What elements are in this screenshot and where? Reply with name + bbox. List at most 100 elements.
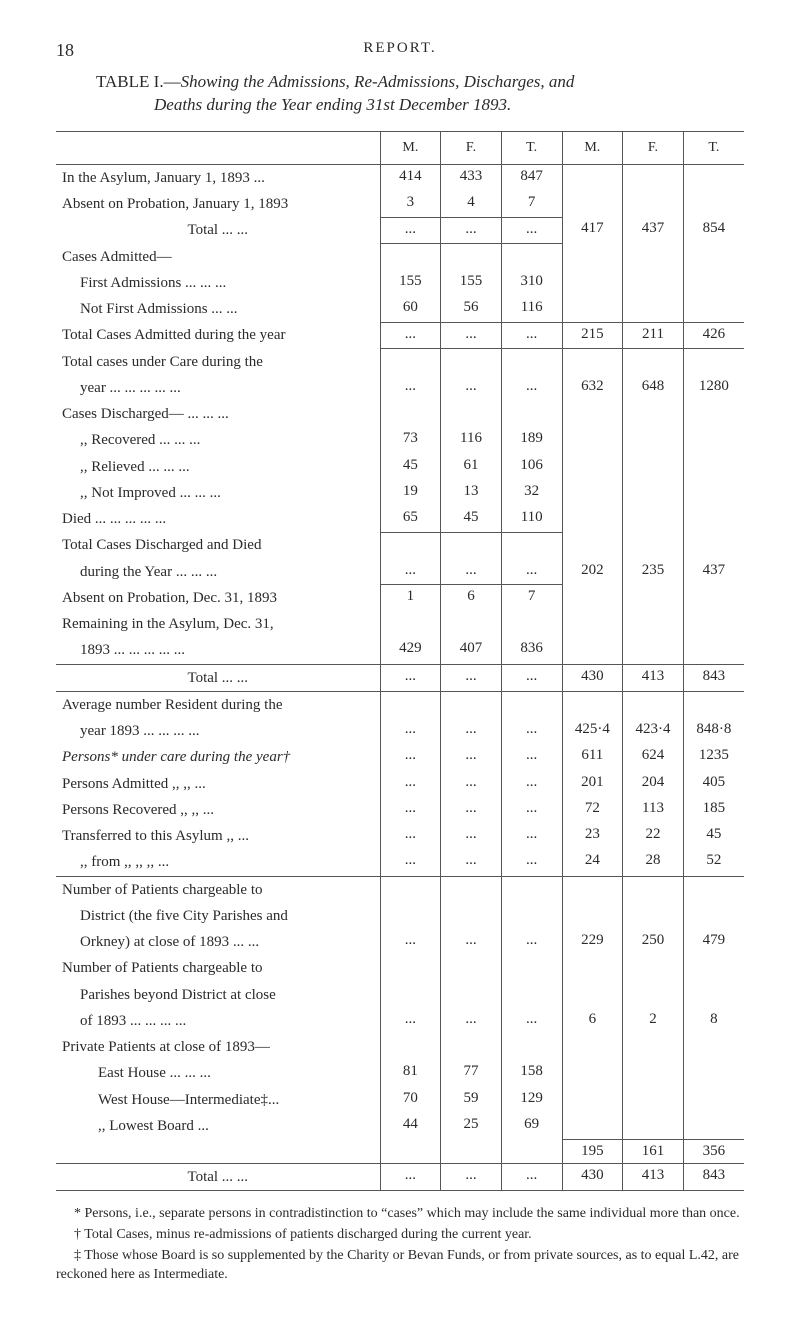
- cell: ...: [501, 718, 562, 744]
- cell: [380, 1139, 441, 1163]
- cell: [501, 982, 562, 1008]
- cell-desc: Not First Admissions ... ...: [56, 296, 380, 322]
- cell: [562, 296, 623, 322]
- cell: 113: [623, 797, 684, 823]
- cell: 155: [441, 270, 502, 296]
- cell: [683, 244, 744, 270]
- cell: [623, 427, 684, 453]
- table-row: Cases Discharged— ... ... ...: [56, 401, 744, 427]
- cell: 624: [623, 744, 684, 770]
- cell: 2: [623, 1008, 684, 1034]
- cell: 116: [441, 427, 502, 453]
- cell: [380, 876, 441, 903]
- cell: 433: [441, 164, 502, 191]
- cell: 70: [380, 1087, 441, 1113]
- col-t1: T.: [501, 131, 562, 164]
- table-row: Total cases under Care during the: [56, 349, 744, 375]
- cell: [683, 1113, 744, 1139]
- cell: [562, 637, 623, 664]
- cell: [623, 876, 684, 903]
- cell: ...: [380, 559, 441, 585]
- cell: [623, 903, 684, 929]
- cell-desc: Total Cases Admitted during the year: [56, 322, 380, 348]
- col-m2: M.: [562, 131, 623, 164]
- col-f1: F.: [441, 131, 502, 164]
- cell: 250: [623, 929, 684, 955]
- cell: 8: [683, 1008, 744, 1034]
- cell: ...: [441, 823, 502, 849]
- cell: [441, 244, 502, 270]
- cell: [683, 454, 744, 480]
- cell: 189: [501, 427, 562, 453]
- cell: [562, 454, 623, 480]
- cell: 204: [623, 771, 684, 797]
- cell: 229: [562, 929, 623, 955]
- cell: 848·8: [683, 718, 744, 744]
- cell-desc: Absent on Probation, Dec. 31, 1893: [56, 585, 380, 611]
- cell: 843: [683, 1163, 744, 1190]
- cell-desc: Total ... ...: [56, 1163, 380, 1190]
- cell: [501, 903, 562, 929]
- cell: 6: [441, 585, 502, 611]
- cell: ...: [441, 559, 502, 585]
- cell: 1280: [683, 375, 744, 401]
- cell: 611: [562, 744, 623, 770]
- cell: 405: [683, 771, 744, 797]
- cell: [562, 506, 623, 532]
- cell: 60: [380, 296, 441, 322]
- cell: 72: [562, 797, 623, 823]
- table-row: East House ... ... ... 81 77 158: [56, 1060, 744, 1086]
- cell: [441, 982, 502, 1008]
- running-head: REPORT.: [96, 40, 704, 61]
- table-row: Not First Admissions ... ... 60 56 116: [56, 296, 744, 322]
- cell-desc: Total cases under Care during the: [56, 349, 380, 375]
- cell: [623, 270, 684, 296]
- cell: [623, 349, 684, 375]
- cell: 417: [562, 217, 623, 243]
- cell: 201: [562, 771, 623, 797]
- cell: 81: [380, 1060, 441, 1086]
- cell: [380, 611, 441, 637]
- cell: [441, 1034, 502, 1060]
- cell: ...: [380, 1008, 441, 1034]
- cell: 437: [623, 217, 684, 243]
- cell-desc: Remaining in the Asylum, Dec. 31,: [56, 611, 380, 637]
- header-row: M. F. T. M. F. T.: [56, 131, 744, 164]
- cell: ...: [380, 375, 441, 401]
- cell: ...: [501, 1008, 562, 1034]
- table-row: Absent on Probation, Dec. 31, 1893 1 6 7: [56, 585, 744, 611]
- cell: ...: [501, 849, 562, 876]
- cell: ...: [380, 664, 441, 691]
- cell: 437: [683, 559, 744, 585]
- cell-desc: In the Asylum, January 1, 1893 ...: [56, 164, 380, 191]
- cell: ...: [441, 217, 502, 243]
- table-row: Cases Admitted—: [56, 244, 744, 270]
- cell: [501, 244, 562, 270]
- cell: ...: [380, 322, 441, 348]
- cell: 854: [683, 217, 744, 243]
- cell: ...: [441, 718, 502, 744]
- cell: 44: [380, 1113, 441, 1139]
- cell: ...: [380, 929, 441, 955]
- cell: [562, 903, 623, 929]
- cell: [683, 191, 744, 217]
- table-row: ,, Not Improved ... ... ... 19 13 32: [56, 480, 744, 506]
- cell-desc: 1893 ... ... ... ... ...: [56, 637, 380, 664]
- cell: 24: [562, 849, 623, 876]
- cell: 479: [683, 929, 744, 955]
- title-italic-1: Showing the Admissions, Re-Admissions, D…: [181, 72, 575, 91]
- table-row: of 1893 ... ... ... ... ... ... ... 6 2 …: [56, 1008, 744, 1034]
- cell-desc: West House—Intermediate‡...: [56, 1087, 380, 1113]
- cell: [683, 691, 744, 718]
- cell: [441, 1139, 502, 1163]
- cell: [683, 1034, 744, 1060]
- cell: 56: [441, 296, 502, 322]
- cell: ...: [501, 217, 562, 243]
- table-row: year 1893 ... ... ... ... ... ... ... 42…: [56, 718, 744, 744]
- table-row: Total Cases Admitted during the year ...…: [56, 322, 744, 348]
- table-row: ,, Relieved ... ... ... 45 61 106: [56, 454, 744, 480]
- cell: ...: [441, 1008, 502, 1034]
- cell: [562, 164, 623, 191]
- cell: [562, 427, 623, 453]
- cell: [683, 903, 744, 929]
